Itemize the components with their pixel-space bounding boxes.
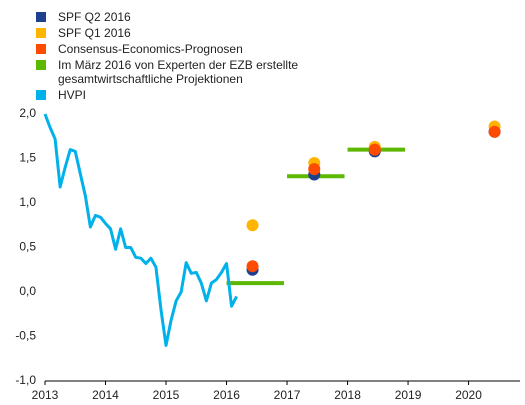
x-tick-label: 2013: [32, 388, 59, 402]
dot: [246, 260, 259, 273]
legend-item: Im März 2016 von Experten der EZB erstel…: [36, 58, 366, 86]
dot: [308, 163, 321, 176]
x-tick-label: 2016: [213, 388, 240, 402]
legend-label: SPF Q1 2016: [58, 26, 131, 40]
y-tick-label: 0,5: [19, 240, 36, 254]
legend-label: Consensus-Economics-Prognosen: [58, 42, 243, 56]
dot: [488, 125, 501, 138]
y-tick-label: 2,0: [19, 106, 36, 120]
x-tick-label: 2015: [153, 388, 180, 402]
x-tick-label: 2017: [274, 388, 301, 402]
dot: [246, 219, 259, 232]
x-tick-label: 2019: [395, 388, 422, 402]
x-tick-label: 2014: [92, 388, 119, 402]
legend-swatch: [36, 12, 46, 22]
legend-swatch: [36, 90, 46, 100]
legend-label: HVPI: [58, 88, 87, 102]
dot: [368, 143, 381, 156]
legend-item: Consensus-Economics-Prognosen: [36, 42, 366, 56]
legend-swatch: [36, 28, 46, 38]
legend-item: HVPI: [36, 88, 366, 102]
y-tick-label: 0,0: [19, 284, 36, 298]
y-tick-label: -1,0: [15, 373, 36, 387]
line: [43, 113, 238, 347]
legend-item: SPF Q2 2016: [36, 10, 366, 24]
legend-label: SPF Q2 2016: [58, 10, 131, 24]
legend-swatch: [36, 60, 46, 70]
y-tick-label: 1,0: [19, 195, 36, 209]
x-tick-label: 2018: [334, 388, 361, 402]
y-tick-label: 1,5: [19, 151, 36, 165]
legend: SPF Q2 2016 SPF Q1 2016 Consensus-Economic…: [36, 10, 366, 104]
legend-label: Im März 2016 von Experten der EZB erstel…: [58, 58, 299, 86]
legend-swatch: [36, 44, 46, 54]
legend-item: SPF Q1 2016: [36, 26, 366, 40]
x-tick-label: 2020: [455, 388, 482, 402]
y-tick-label: -0,5: [15, 329, 36, 343]
